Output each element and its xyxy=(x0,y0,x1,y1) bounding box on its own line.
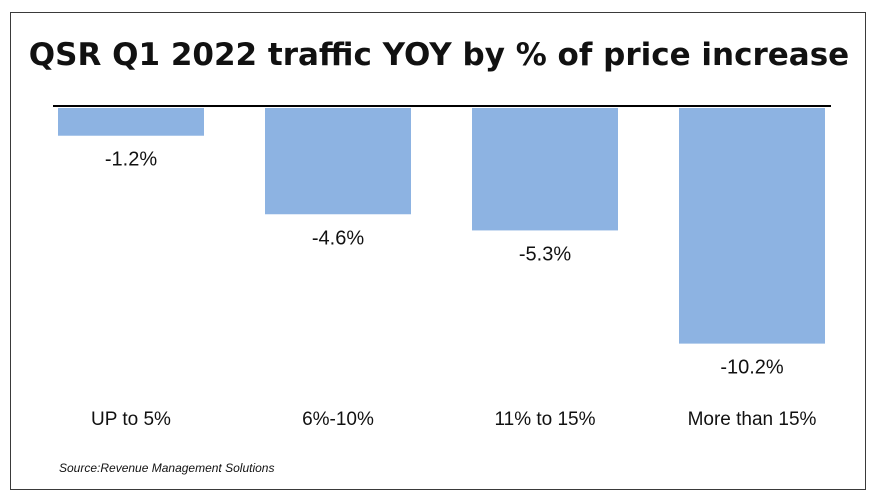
category-label-1: UP to 5% xyxy=(91,409,171,430)
chart-plot: -1.2% UP to 5% -4.6% 6%-10% -5.3% 11% to 15% -… xyxy=(53,105,831,430)
chart-title: QSR Q1 2022 traffic YOY by % of price in… xyxy=(28,37,850,73)
labels-layer: -1.2% UP to 5% -4.6% 6%-10% -5.3% 11% to 15% -… xyxy=(91,149,816,430)
bar-3 xyxy=(472,108,618,231)
value-label-2: -4.6% xyxy=(312,227,364,249)
bar-2 xyxy=(265,108,411,215)
source-note: Source:Revenue Management Solutions xyxy=(59,461,275,475)
bar-1 xyxy=(58,108,204,136)
category-label-4: More than 15% xyxy=(688,409,817,430)
value-label-3: -5.3% xyxy=(519,243,571,265)
value-label-4: -10.2% xyxy=(720,357,784,379)
value-label-1: -1.2% xyxy=(105,149,157,171)
chart-frame: QSR Q1 2022 traffic YOY by % of price in… xyxy=(10,12,866,490)
bar-4 xyxy=(679,108,825,344)
bars-layer xyxy=(58,108,825,344)
category-label-2: 6%-10% xyxy=(302,409,374,430)
category-label-3: 11% to 15% xyxy=(494,409,595,430)
